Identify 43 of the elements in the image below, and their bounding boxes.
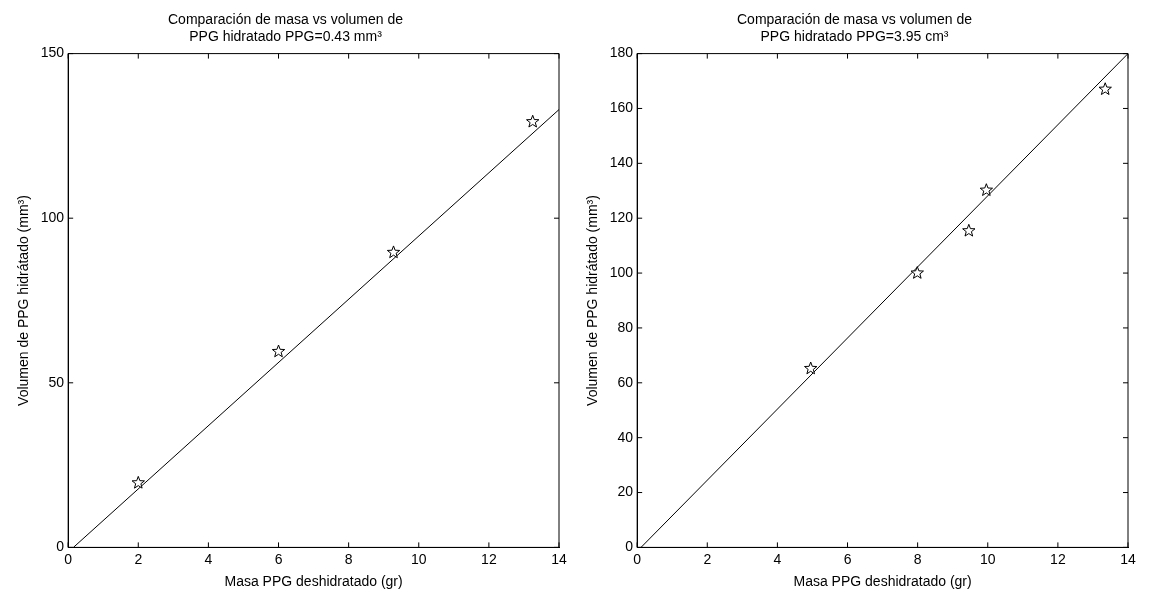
x-tick-label: 6 [274, 550, 283, 567]
y-tick-label: 180 [609, 44, 634, 61]
x-tick-label: 4 [204, 550, 213, 567]
y-tick-label: 50 [48, 373, 65, 390]
y-axis-title: Volumen de PPG hidrátado (mm³) [584, 195, 601, 406]
point [526, 114, 540, 128]
y-tick-label: 80 [617, 318, 634, 335]
y-tick-label: 60 [617, 373, 634, 390]
y-tick-label: 100 [40, 209, 65, 226]
chart-title: Comparación de masa vs volumen de PPG hidratado PPG=0.43 mm³ [167, 11, 404, 45]
x-tick-label: 10 [979, 550, 996, 567]
y-tick-label: 150 [40, 44, 65, 61]
point [271, 344, 286, 358]
point [962, 223, 976, 237]
x-tick-label: 2 [703, 550, 712, 567]
y-tick-label: 160 [609, 99, 634, 116]
y-tick-label: 0 [625, 538, 634, 555]
x-tick-label: 2 [134, 550, 143, 567]
y-tick-label: 100 [609, 263, 634, 280]
y-tick-label: 140 [609, 154, 634, 171]
x-tick-label: 14 [1120, 550, 1136, 567]
x-tick-label: 6 [843, 550, 852, 567]
x-axis-title: Masa PPG deshidratado (gr) [224, 573, 403, 590]
x-tick-label: 12 [1050, 550, 1066, 567]
y-tick-label: 40 [617, 428, 634, 445]
x-tick-label: 8 [913, 550, 922, 567]
x-axis-title: Masa PPG deshidratado (gr) [793, 573, 972, 590]
chart-title: Comparación de masa vs volumen de PPG hidratado PPG=3.95 cm³ [736, 11, 973, 45]
y-axis-title: Volumen de PPG hidrátado (mm³) [15, 195, 32, 406]
y-tick-label: 120 [609, 209, 634, 226]
point [910, 266, 924, 279]
point [131, 475, 145, 489]
point [386, 245, 401, 259]
x-tick-label: 4 [773, 550, 782, 567]
x-tick-label: 10 [410, 550, 427, 567]
x-tick-label: 8 [344, 550, 353, 567]
x-tick-label: 14 [551, 550, 567, 567]
point [804, 361, 818, 375]
x-tick-label: 12 [481, 550, 497, 567]
y-tick-label: 20 [617, 483, 634, 500]
point [979, 183, 994, 196]
y-tick-label: 0 [56, 538, 65, 555]
point [1098, 82, 1112, 96]
